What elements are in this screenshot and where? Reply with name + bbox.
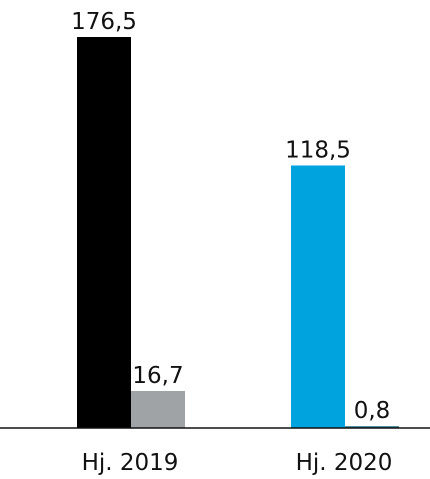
value-label-1-1: 176,5 xyxy=(71,9,137,35)
value-label-1-2: 118,5 xyxy=(285,137,351,163)
bar-1-1 xyxy=(77,37,131,428)
value-label-2-1: 16,7 xyxy=(132,363,183,389)
bars-group xyxy=(77,37,399,429)
bar-2-2 xyxy=(345,426,399,428)
category-label-1: Hj. 2019 xyxy=(82,450,179,476)
bar-2-1 xyxy=(131,391,185,428)
value-label-2-2: 0,8 xyxy=(354,398,391,424)
category-labels-group: Hj. 2019 Hj. 2020 xyxy=(82,450,393,476)
category-label-2: Hj. 2020 xyxy=(296,450,393,476)
bar-1-2 xyxy=(291,165,345,429)
value-labels-group: 176,5 16,7 118,5 0,8 xyxy=(71,9,390,424)
